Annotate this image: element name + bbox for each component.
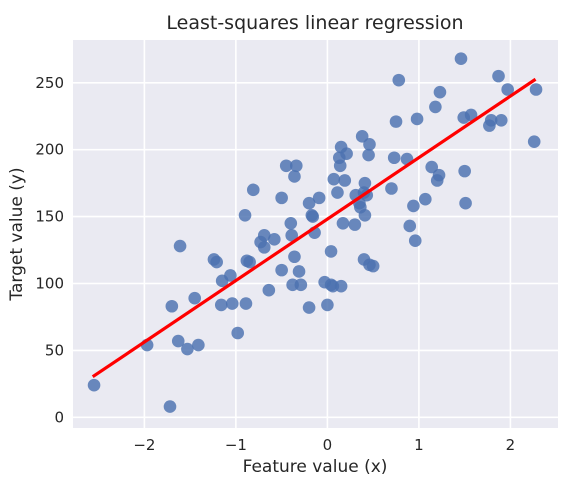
data-point [257, 241, 271, 254]
chart-title: Least-squares linear regression [166, 12, 463, 34]
data-point [331, 186, 344, 199]
data-point [262, 283, 276, 297]
data-point [231, 326, 245, 340]
data-point [224, 269, 237, 282]
y-tick-label: 50 [45, 341, 64, 359]
y-tick-label: 200 [35, 141, 64, 159]
data-point [336, 216, 350, 230]
data-point [410, 112, 424, 126]
data-point [312, 191, 326, 205]
data-point [173, 239, 187, 253]
data-point [527, 135, 541, 148]
data-point [358, 176, 372, 190]
data-point [407, 199, 420, 213]
regression-line [91, 77, 537, 379]
data-point [355, 130, 369, 143]
data-point [165, 299, 179, 313]
data-point [239, 297, 253, 310]
data-point [494, 113, 508, 127]
data-point [275, 191, 288, 205]
data-point [306, 210, 320, 223]
data-point [171, 334, 185, 348]
data-point [338, 174, 352, 187]
data-point [385, 182, 398, 195]
data-point [348, 218, 362, 231]
data-point [292, 265, 306, 278]
x-tick-label: 0 [323, 436, 333, 454]
data-point [408, 234, 422, 247]
data-point [334, 279, 348, 293]
data-point [302, 301, 316, 314]
data-point [214, 298, 228, 312]
data-point [163, 400, 177, 413]
x-tick-label: −1 [225, 436, 247, 454]
data-point [302, 196, 316, 210]
x-tick-label: 2 [506, 436, 516, 454]
data-point [458, 164, 471, 178]
data-point [321, 298, 334, 312]
data-point [279, 159, 293, 173]
data-point [425, 160, 439, 174]
y-tick-label: 250 [35, 74, 64, 92]
grid-lines [73, 40, 558, 428]
data-point [324, 245, 338, 258]
y-tick-label: 150 [35, 208, 64, 226]
data-point [492, 69, 505, 83]
y-axis-label: Target value (y) [7, 167, 27, 301]
data-point [419, 192, 432, 206]
data-point [389, 115, 403, 128]
data-point [288, 170, 301, 183]
data-point [464, 108, 478, 122]
data-point [87, 378, 101, 392]
data-point [285, 229, 299, 242]
data-point [363, 138, 376, 151]
data-point [333, 159, 347, 173]
data-point [358, 208, 372, 222]
data-point [225, 297, 239, 310]
data-point [181, 342, 194, 356]
data-point [288, 250, 301, 264]
data-point [403, 219, 417, 233]
y-tick-label: 0 [54, 408, 64, 426]
data-point [387, 151, 401, 165]
data-point [454, 52, 468, 66]
data-point [529, 83, 543, 96]
data-point [246, 183, 260, 197]
data-point [289, 159, 303, 173]
fit-line-layer [91, 77, 537, 379]
data-point [284, 216, 298, 230]
y-tick-labels: 0 50 100 150 200 250 [35, 74, 64, 426]
scatter-points [87, 52, 543, 413]
data-point [210, 255, 223, 269]
y-tick-label: 100 [35, 275, 64, 293]
data-point [294, 278, 308, 292]
x-tick-label: 1 [414, 436, 424, 454]
data-point [243, 255, 256, 269]
data-point [238, 208, 252, 222]
data-point [433, 85, 447, 99]
data-point [257, 229, 271, 242]
data-point [501, 83, 514, 96]
data-point [366, 259, 380, 273]
x-axis-label: Feature value (x) [243, 457, 388, 477]
x-tick-labels: −2 −1 0 1 2 [133, 436, 515, 454]
data-point [484, 113, 498, 127]
data-point [327, 172, 341, 186]
data-point [429, 100, 442, 114]
data-point [340, 147, 353, 161]
data-point [192, 338, 205, 352]
data-point [459, 196, 472, 210]
data-point [188, 291, 202, 305]
data-point [268, 233, 281, 246]
data-point [392, 73, 406, 87]
data-point [362, 148, 375, 162]
data-point [432, 168, 446, 182]
data-point [275, 263, 288, 277]
x-tick-label: −2 [133, 436, 155, 454]
